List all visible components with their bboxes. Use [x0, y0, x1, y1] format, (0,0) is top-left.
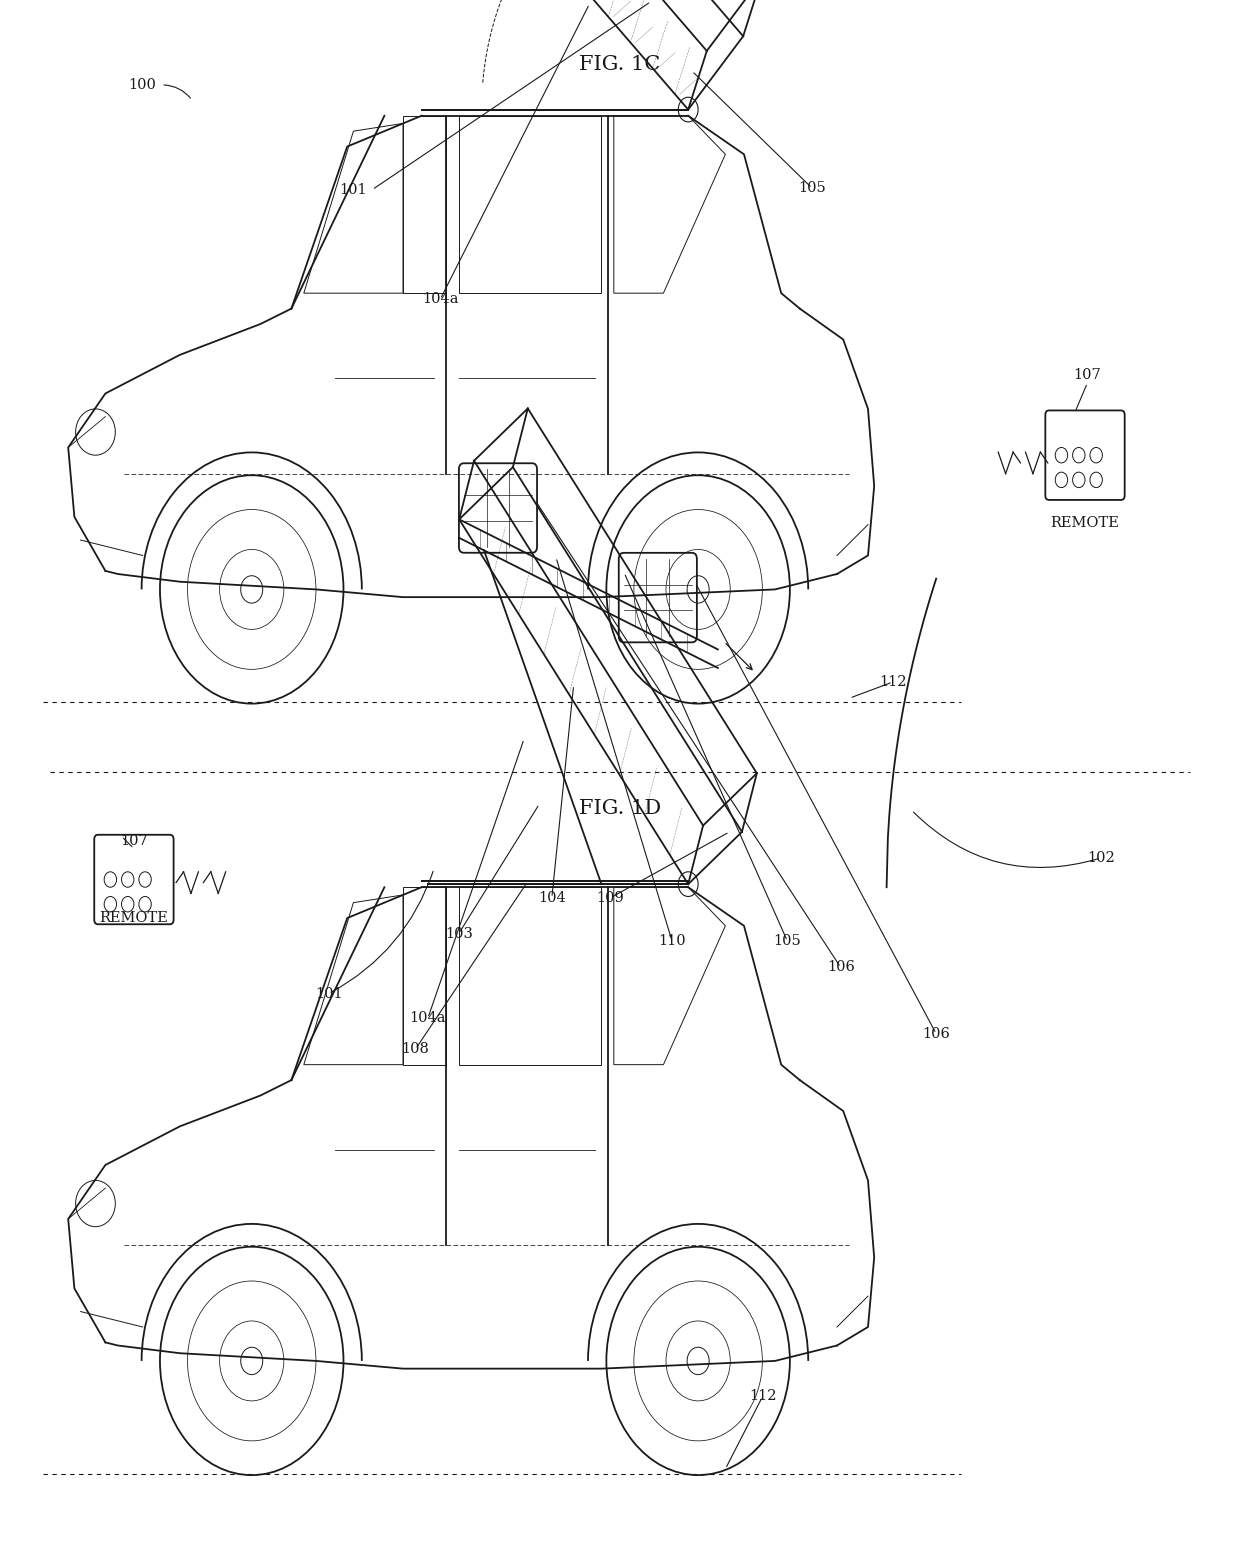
Text: 105: 105	[774, 934, 801, 949]
Text: REMOTE: REMOTE	[99, 910, 169, 926]
Text: 105: 105	[799, 181, 826, 196]
Text: 104a: 104a	[422, 292, 459, 307]
Text: 104a: 104a	[409, 1011, 446, 1026]
Text: FIG. 1C: FIG. 1C	[579, 56, 661, 74]
Text: 101: 101	[340, 182, 367, 198]
Text: 107: 107	[1074, 367, 1101, 383]
Text: 112: 112	[749, 1389, 776, 1404]
Text: 104: 104	[538, 890, 565, 906]
Text: 101: 101	[315, 986, 342, 1001]
Text: 109: 109	[596, 890, 624, 906]
Text: 110: 110	[658, 934, 686, 949]
Text: 112: 112	[879, 674, 906, 690]
Text: 103: 103	[445, 926, 472, 941]
Text: 100: 100	[129, 77, 156, 93]
Text: FIG. 1D: FIG. 1D	[579, 799, 661, 818]
Text: 106: 106	[827, 960, 854, 975]
Text: 107: 107	[120, 833, 148, 849]
Text: 102: 102	[1087, 850, 1115, 866]
Text: 108: 108	[402, 1042, 429, 1057]
Text: REMOTE: REMOTE	[1050, 515, 1120, 531]
Text: 106: 106	[923, 1026, 950, 1042]
